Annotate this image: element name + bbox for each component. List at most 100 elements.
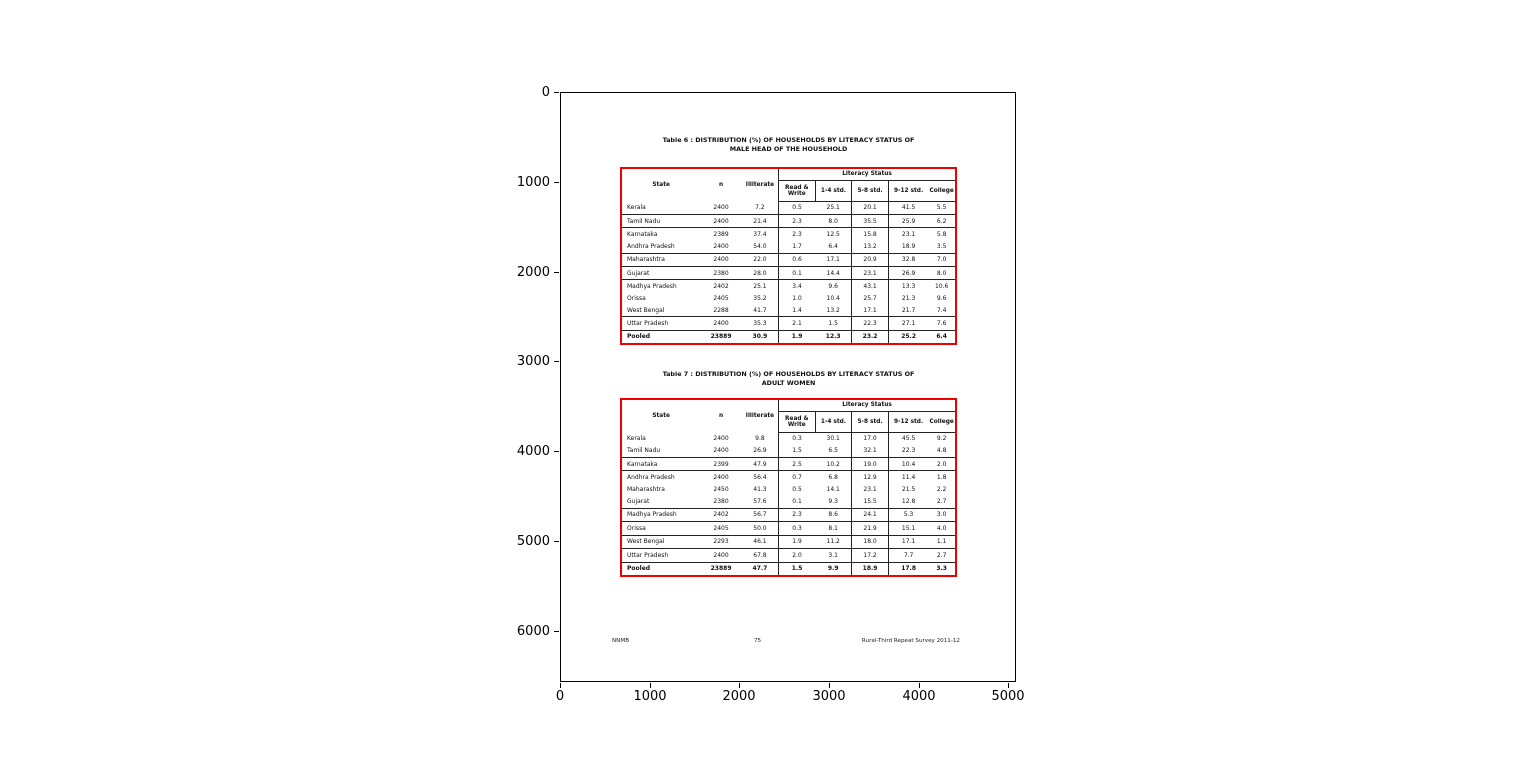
- value-cell: 23.2: [851, 329, 889, 343]
- value-cell: 0.3: [778, 432, 816, 445]
- state-cell: Tamil Nadu: [627, 447, 661, 455]
- table-row: Kerala 2400 9.8 0.3 30.1 17.0 45.5 9.2: [622, 432, 955, 445]
- value-cell: 1.8: [928, 470, 955, 484]
- column-header-illiterate: Illiterate: [745, 182, 775, 188]
- state-cell: Tamil Nadu: [622, 213, 701, 228]
- value-cell: 0.3: [778, 521, 816, 536]
- column-header-read-write: Read & Write: [778, 180, 816, 202]
- value-cell: 1.9: [778, 329, 816, 343]
- y-tick-mark: [554, 272, 559, 273]
- value-cell: 8.0: [928, 265, 955, 280]
- value-cell: 3.5: [936, 243, 947, 251]
- value-cell: 20.1: [851, 201, 889, 215]
- value-cell: 17.1: [887, 534, 929, 549]
- table6-title-line2: MALE HEAD OF THE HOUSEHOLD: [729, 144, 848, 153]
- value-cell: 2.0: [928, 456, 955, 471]
- value-cell: 32.1: [851, 444, 889, 458]
- table-row: West Bengal 2288 41.7 1.4 13.2 17.1 21.7 7.4: [622, 304, 955, 317]
- table-row: Madhya Pradesh 2402 56.7 2.3 8.6 24.1 5.3 3.0: [622, 507, 955, 522]
- value-cell: 35.5: [851, 213, 889, 228]
- value-cell: 9.6: [815, 279, 852, 293]
- state-cell: Andhra Pradesh: [622, 470, 701, 484]
- y-tick-mark: [554, 541, 559, 542]
- value-cell: 13.2: [851, 240, 889, 254]
- value-cell: 21.7: [887, 304, 929, 317]
- table-row: Orissa 2405 35.2 1.0 10.4 25.7 21.3 9.6: [622, 292, 955, 305]
- value-cell: 23.1: [851, 483, 889, 496]
- value-cell: 54.0: [753, 243, 767, 251]
- column-header-illiterate: Illiterate: [745, 413, 775, 419]
- value-cell: 35.2: [753, 294, 767, 302]
- value-cell: 6.8: [815, 470, 852, 484]
- value-cell: 37.4: [741, 227, 779, 241]
- value-cell: 0.1: [778, 265, 816, 280]
- y-tick-label: 2000: [516, 265, 550, 280]
- column-header-1-4-std: 1-4 std.: [814, 180, 852, 202]
- value-cell: 11.2: [815, 534, 852, 549]
- value-cell: 3.0: [928, 507, 955, 522]
- y-tick-label: 3000: [516, 354, 550, 369]
- value-cell: 0.5: [778, 483, 816, 496]
- table-row: Andhra Pradesh 2400 56.4 0.7 6.8 12.9 11.4 1.8: [622, 470, 955, 484]
- value-cell: 56.7: [741, 507, 779, 522]
- value-cell: 28.0: [741, 265, 779, 280]
- value-cell: 0.5: [778, 201, 816, 215]
- value-cell: 22.3: [887, 444, 929, 458]
- value-cell: 13.3: [887, 279, 929, 293]
- value-cell: 2400: [700, 470, 742, 484]
- value-cell: 2405: [700, 521, 742, 536]
- value-cell: 1.5: [778, 444, 816, 458]
- column-header-5-8-std: 5-8 std.: [851, 411, 889, 433]
- value-cell: 2400: [700, 252, 742, 267]
- state-cell: West Bengal: [622, 534, 701, 549]
- value-cell: 4.8: [936, 447, 947, 455]
- y-tick-mark: [554, 361, 559, 362]
- table-row: Karnataka 2399 47.9 2.5 10.2 19.0 10.4 2.0: [622, 456, 955, 471]
- value-cell: 32.8: [887, 252, 929, 267]
- value-cell: 5.3: [887, 507, 929, 522]
- value-cell: 2405: [713, 294, 729, 302]
- value-cell: 12.9: [851, 470, 889, 484]
- table-row: Madhya Pradesh 2402 25.1 3.4 9.6 43.1 13.3 10.6: [622, 279, 955, 293]
- value-cell: 2450: [713, 486, 729, 494]
- value-cell: 47.7: [741, 561, 779, 575]
- state-cell: Maharashtra: [622, 252, 701, 267]
- value-cell: 2288: [713, 306, 729, 314]
- x-tick-mark: [829, 683, 830, 688]
- y-tick-label: 0: [541, 85, 550, 100]
- value-cell: 2400: [713, 243, 729, 251]
- value-cell: 25.1: [741, 279, 779, 293]
- table6-literacy-table: State n Illiterate Literacy Status Read …: [622, 169, 955, 343]
- value-cell: 25.9: [887, 213, 929, 228]
- state-cell: Madhya Pradesh: [622, 279, 701, 293]
- table-header-row1: State n Illiterate Literacy Status: [622, 400, 955, 419]
- value-cell: 9.9: [815, 561, 852, 575]
- value-cell: 17.2: [851, 548, 889, 563]
- value-cell: 41.3: [753, 486, 767, 494]
- value-cell: 2389: [700, 227, 742, 241]
- table7-title: Table 7 : DISTRIBUTION (%) OF HOUSEHOLDS…: [600, 370, 977, 387]
- table-row: Pooled 23889 30.9 1.9 12.3 23.2 25.2 6.4: [622, 329, 955, 343]
- value-cell: 11.4: [887, 470, 929, 484]
- value-cell: 10.6: [928, 279, 955, 293]
- footer-page-number: 75: [754, 638, 762, 644]
- value-cell: 23.1: [887, 227, 929, 241]
- value-cell: 2.1: [778, 316, 816, 331]
- value-cell: 1.1: [928, 534, 955, 549]
- value-cell: 17.1: [815, 252, 852, 267]
- state-cell: Maharashtra: [627, 486, 665, 494]
- value-cell: 1.5: [815, 316, 852, 331]
- value-cell: 17.1: [851, 304, 889, 317]
- value-cell: 26.9: [753, 447, 767, 455]
- value-cell: 15.1: [887, 521, 929, 536]
- y-tick-mark: [554, 182, 559, 183]
- state-cell: Pooled: [622, 329, 701, 343]
- value-cell: 22.0: [741, 252, 779, 267]
- value-cell: 56.4: [741, 470, 779, 484]
- value-cell: 50.0: [741, 521, 779, 536]
- state-cell: Gujarat: [622, 265, 701, 280]
- value-cell: 18.0: [851, 534, 889, 549]
- value-cell: 0.6: [778, 252, 816, 267]
- state-cell: Karnataka: [622, 227, 701, 241]
- value-cell: 7.0: [928, 252, 955, 267]
